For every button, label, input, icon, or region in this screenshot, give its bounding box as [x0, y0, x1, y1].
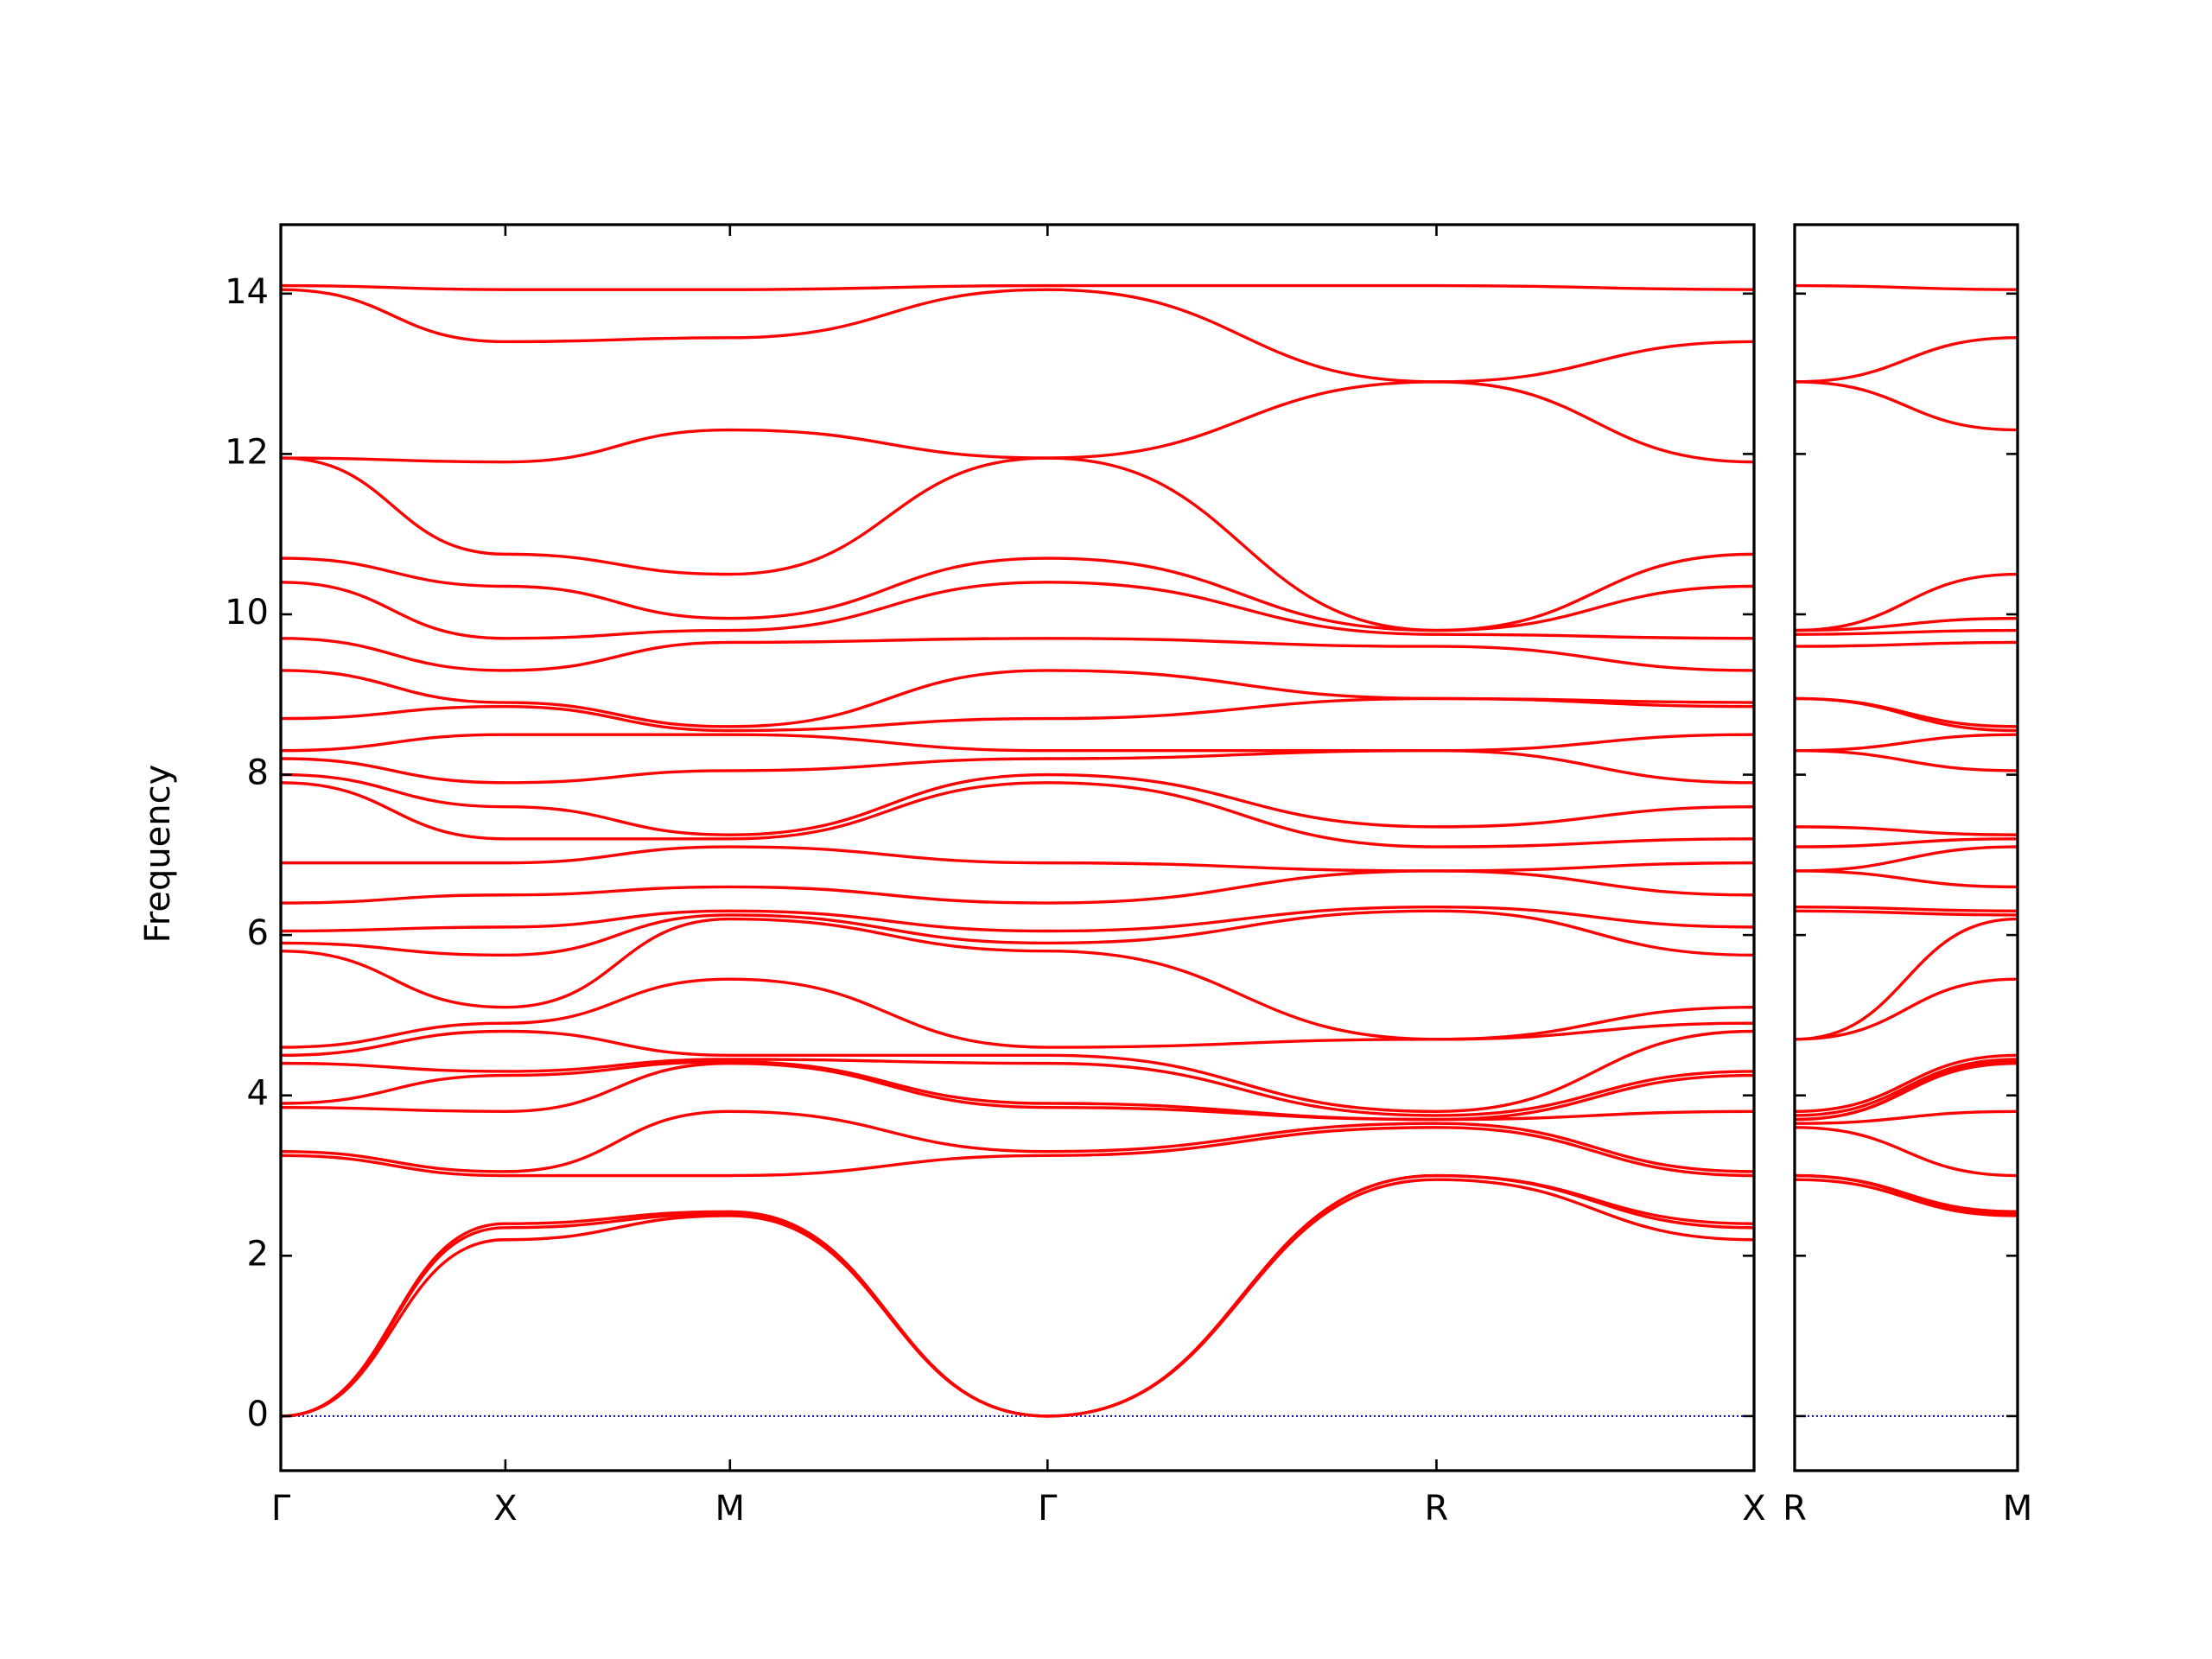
band-line	[281, 781, 1754, 849]
x-tick-label: M	[715, 1489, 746, 1529]
band-line	[281, 380, 1754, 464]
band-line	[281, 581, 1754, 640]
band-line	[1795, 628, 2018, 636]
band-line	[281, 1173, 1754, 1418]
band-line	[1795, 380, 2018, 432]
y-tick-label: 0	[247, 1395, 269, 1434]
band-line	[281, 1109, 1754, 1173]
band-line	[1795, 1058, 2018, 1117]
band-line	[281, 1178, 1754, 1418]
y-tick-label: 4	[247, 1074, 269, 1114]
band-line	[1795, 909, 2018, 917]
band-line	[1795, 977, 2018, 1041]
band-line	[1795, 1126, 2018, 1178]
band-line	[1795, 640, 2018, 648]
band-line	[281, 637, 1754, 672]
band-line	[1795, 845, 2018, 873]
band-line	[1795, 572, 2018, 632]
x-tick-label: Γ	[1038, 1489, 1058, 1529]
band-line	[281, 288, 1754, 384]
band-line	[281, 1173, 1754, 1418]
band-line	[281, 905, 1754, 933]
x-tick-label: X	[493, 1489, 517, 1529]
band-line	[281, 1060, 1754, 1122]
band-line	[1795, 733, 2018, 753]
band-line	[1795, 837, 2018, 849]
band-line	[281, 909, 1754, 957]
y-tick-label: 10	[225, 593, 269, 632]
band-line	[1795, 616, 2018, 632]
band-line	[1795, 1060, 2018, 1122]
band-line	[281, 917, 1754, 1041]
band-line	[281, 283, 1754, 291]
x-tick-label: X	[1742, 1489, 1765, 1529]
axes-frame	[279, 223, 1756, 1472]
x-tick-label: M	[2003, 1489, 2033, 1529]
plot-area	[281, 283, 1754, 1418]
band-line	[281, 733, 1754, 753]
band-line	[1795, 1053, 2018, 1113]
y-tick-label: 8	[247, 753, 269, 793]
band-line	[281, 1029, 1754, 1113]
band-line	[281, 869, 1754, 905]
plot-area	[1795, 283, 2018, 1417]
band-line	[281, 556, 1754, 632]
band-line	[1795, 825, 2018, 836]
band-line	[281, 977, 1754, 1049]
band-line	[281, 845, 1754, 873]
band-line	[1795, 1173, 2018, 1213]
axes-frame	[1793, 223, 2019, 1472]
band-line	[1795, 917, 2018, 1041]
x-tick-label: Γ	[271, 1489, 291, 1529]
y-tick-label: 6	[247, 913, 269, 953]
y-tick-label: 14	[225, 272, 269, 312]
y-tick-label: 12	[225, 432, 269, 472]
band-line	[281, 1126, 1754, 1178]
band-line	[1795, 1109, 2018, 1125]
band-line	[281, 1058, 1754, 1117]
y-tick-label: 2	[247, 1234, 269, 1274]
band-line	[281, 1061, 1754, 1122]
band-line	[281, 749, 1754, 785]
band-line	[1795, 905, 2018, 913]
x-tick-label: R	[1783, 1489, 1807, 1529]
band-line	[281, 456, 1754, 632]
band-line	[1795, 749, 2018, 772]
band-line	[1795, 869, 2018, 889]
band-line	[1795, 283, 2018, 291]
y-axis-label: Frequency	[138, 765, 178, 944]
band-line	[281, 772, 1754, 836]
band-line	[1795, 696, 2018, 728]
band-line	[281, 669, 1754, 728]
band-line	[1795, 1178, 2018, 1217]
x-tick-label: R	[1425, 1489, 1449, 1529]
band-line	[1795, 336, 2018, 384]
